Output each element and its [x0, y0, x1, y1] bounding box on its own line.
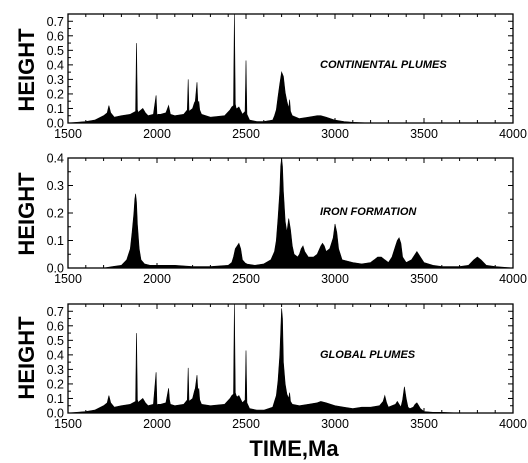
x-tick-label: 3000: [321, 272, 349, 286]
y-tick-label: 0.7: [47, 15, 64, 29]
x-tick-label: 2000: [143, 127, 171, 141]
y-tick-label: 0.5: [47, 334, 64, 348]
x-tick-label: 4000: [499, 417, 527, 431]
plot-frame: [67, 303, 514, 414]
y-tick-label: 0.1: [47, 392, 64, 406]
y-tick-label: 0.2: [47, 87, 64, 101]
x-tick-label: 1500: [54, 417, 82, 431]
x-axis-label: TIME,Ma: [249, 436, 339, 461]
y-tick-label: 0.3: [47, 179, 64, 193]
y-axis-label: HEIGHT: [14, 28, 39, 112]
y-tick-label: 0.0: [47, 117, 64, 131]
x-tick-label: 1500: [54, 127, 82, 141]
panel-global-plumes: HEIGHT GLOBAL PLUMES 0.00.10.20.30.40.50…: [14, 303, 527, 431]
y-tick-label: 0.3: [47, 363, 64, 377]
x-tick-label: 2000: [143, 417, 171, 431]
panel-continental-plumes: HEIGHT CONTINENTAL PLUMES 0.00.10.20.30.…: [14, 13, 527, 141]
y-tick-label: 0.3: [47, 73, 64, 87]
y-axis-label: HEIGHT: [14, 172, 39, 256]
x-tick-label: 3000: [321, 417, 349, 431]
y-tick-label: 0.0: [47, 407, 64, 421]
x-tick-label: 3000: [321, 127, 349, 141]
y-tick-label: 0.0: [47, 262, 64, 276]
y-tick-label: 0.6: [47, 29, 64, 43]
y-tick-label: 0.4: [47, 58, 64, 72]
y-tick-label: 0.5: [47, 44, 64, 58]
y-tick-label: 0.2: [47, 207, 64, 221]
x-tick-label: 1500: [54, 272, 82, 286]
x-tick-label: 3500: [410, 417, 438, 431]
data-area: [67, 303, 513, 414]
data-area: [68, 157, 514, 269]
x-tick-label: 2500: [232, 272, 260, 286]
x-tick-label: 2500: [232, 127, 260, 141]
x-tick-label: 3500: [410, 127, 438, 141]
y-tick-label: 0.4: [47, 152, 64, 166]
x-tick-label: 2500: [232, 417, 260, 431]
y-tick-label: 0.1: [47, 102, 64, 116]
x-tick-label: 4000: [499, 272, 527, 286]
x-tick-label: 3500: [410, 272, 438, 286]
plot-frame: [67, 13, 514, 124]
y-axis-label: HEIGHT: [14, 316, 39, 400]
y-tick-label: 0.6: [47, 319, 64, 333]
chart-title: IRON FORMATION: [320, 206, 417, 218]
x-tick-label: 4000: [499, 127, 527, 141]
chart-title: GLOBAL PLUMES: [320, 349, 416, 361]
x-tick-label: 2000: [143, 272, 171, 286]
y-tick-label: 0.4: [47, 348, 64, 362]
chart-title: CONTINENTAL PLUMES: [320, 59, 447, 71]
panel-iron-formation: HEIGHT IRON FORMATION 0.0 0.1 0.2 0.3 0.4 150…: [14, 152, 527, 287]
y-tick-label: 0.7: [47, 305, 64, 319]
y-tick-label: 0.1: [47, 234, 64, 248]
y-tick-label: 0.2: [47, 377, 64, 391]
data-area: [67, 13, 513, 124]
